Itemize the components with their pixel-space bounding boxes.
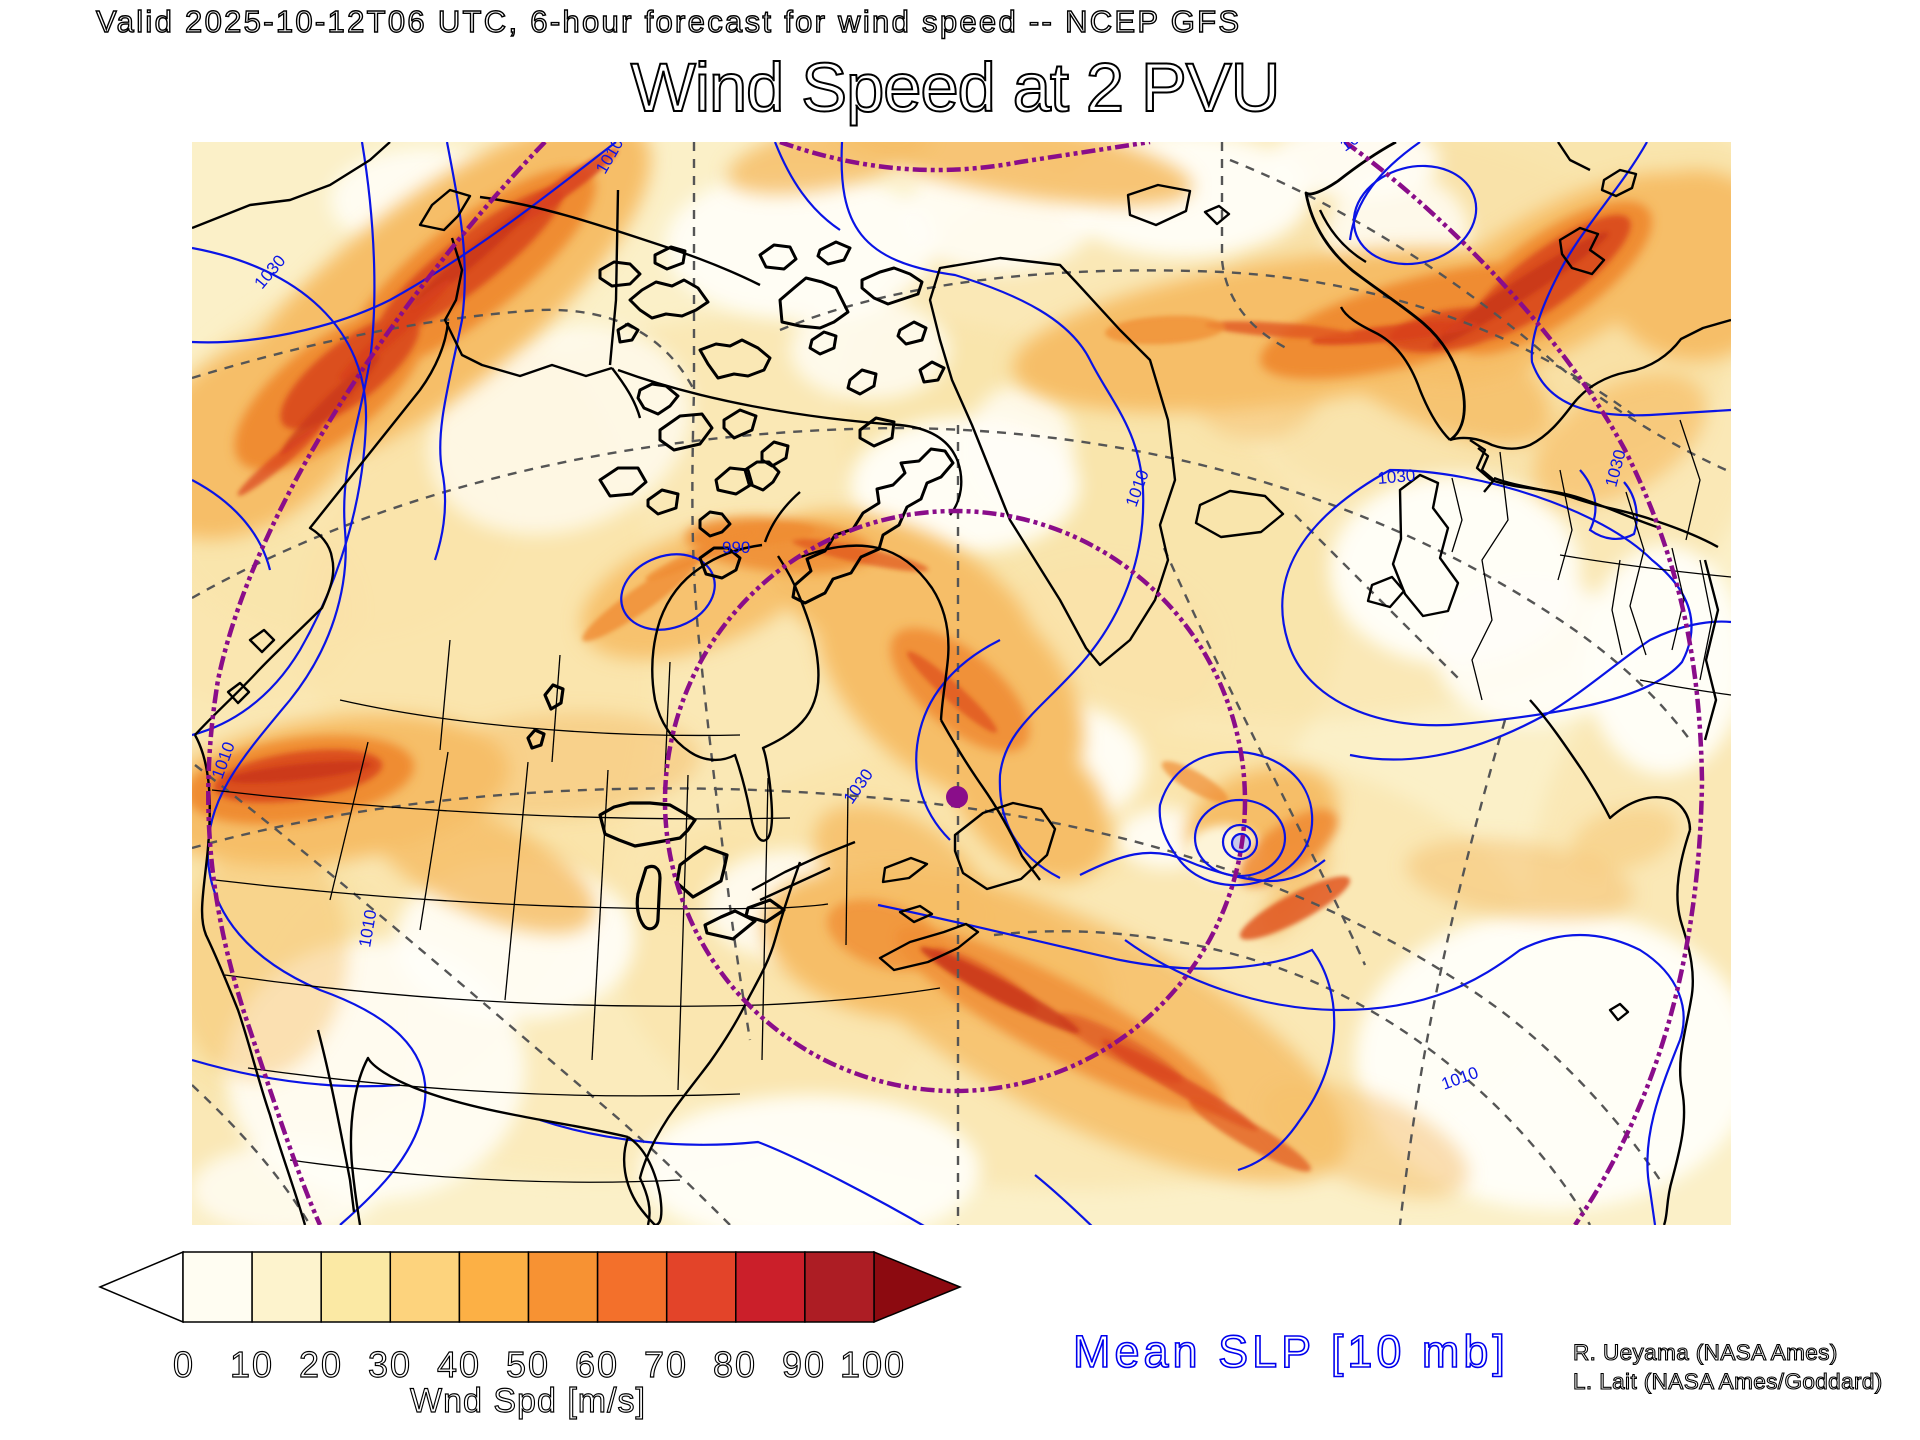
svg-text:1030: 1030 [1377, 466, 1416, 488]
svg-text:990: 990 [722, 538, 750, 557]
